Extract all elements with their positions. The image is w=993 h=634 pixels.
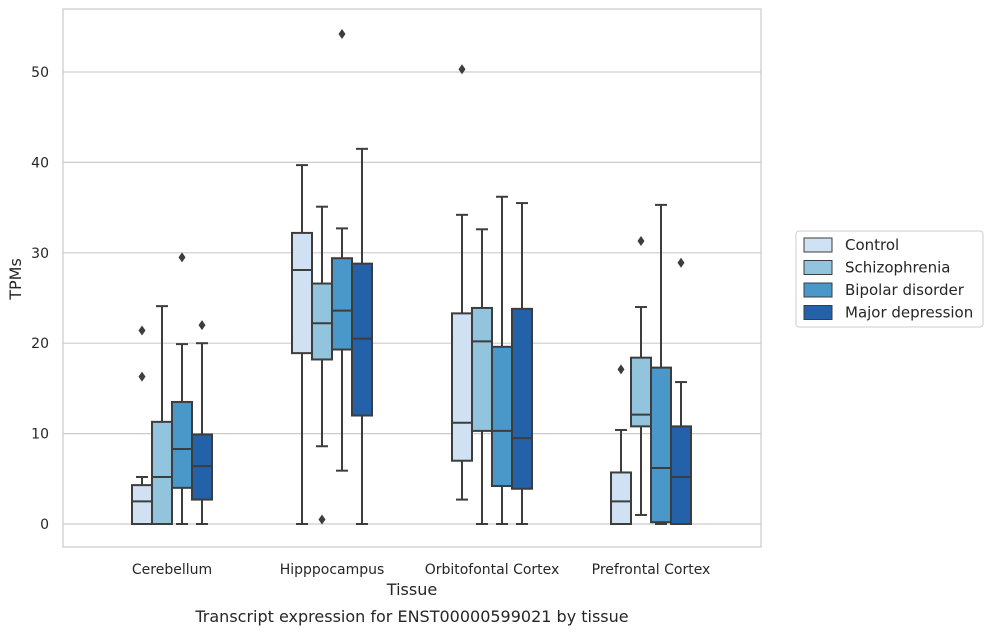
iqr-box — [670, 425, 692, 526]
box-1-0 — [151, 305, 173, 525]
box-1-2 — [471, 228, 493, 525]
legend-label: Major depression — [845, 304, 973, 322]
chart-caption: Transcript expression for ENST0000059902… — [194, 607, 628, 626]
box-0-3 — [610, 364, 632, 525]
y-tick-label: 30 — [31, 246, 49, 262]
legend-label: Bipolar disorder — [845, 281, 965, 299]
x-tick-label: Orbitofontal Cortex — [425, 562, 560, 578]
legend-items: Control Schizophrenia Bipolar disorder Majo… — [803, 236, 973, 322]
legend-frame — [795, 230, 984, 328]
outlier-point — [677, 257, 685, 268]
box-0-1 — [291, 164, 313, 525]
outlier-point — [138, 325, 146, 336]
y-tick-labels: 0 10 20 30 40 50 — [31, 65, 49, 533]
y-tick-label: 0 — [40, 517, 49, 533]
outlier-point — [338, 29, 346, 40]
iqr-box — [311, 282, 333, 361]
y-tick-label: 40 — [31, 155, 49, 171]
box-1-3 — [630, 236, 652, 516]
y-axis-label: TPMs — [6, 258, 25, 301]
iqr-box — [511, 307, 533, 490]
legend-swatch — [803, 260, 833, 275]
iqr-box — [650, 366, 672, 524]
box-3-3 — [670, 257, 692, 526]
iqr-box — [451, 312, 473, 462]
outlier-point — [458, 64, 466, 75]
box-2-0 — [171, 252, 193, 525]
y-tick-label: 20 — [31, 336, 49, 352]
x-tick-label: Cerebellum — [132, 562, 212, 578]
legend-label: Control — [845, 236, 899, 254]
outlier-point — [617, 364, 625, 375]
y-tick-label: 50 — [31, 65, 49, 81]
box-1-1 — [311, 205, 333, 525]
box-0-0 — [131, 325, 153, 525]
iqr-box — [491, 345, 513, 488]
iqr-box — [151, 420, 173, 525]
box-2-2 — [491, 195, 513, 525]
x-tick-label: Hipppocampus — [280, 562, 385, 578]
legend-label: Schizophrenia — [845, 259, 950, 277]
x-tick-label: Prefrontal Cortex — [592, 562, 711, 578]
plot-area-frame — [62, 8, 762, 548]
outlier-point — [637, 236, 645, 247]
iqr-box — [291, 231, 313, 355]
legend: Control Schizophrenia Bipolar disorder Majo… — [795, 230, 984, 328]
outlier-point — [178, 252, 186, 263]
x-tick-labels: Cerebellum Hipppocampus Orbitofontal Corte… — [132, 562, 710, 578]
box-2-1 — [331, 29, 353, 472]
iqr-box — [610, 471, 632, 525]
y-tick-label: 10 — [31, 427, 49, 443]
iqr-box — [471, 306, 493, 432]
box-0-2 — [451, 64, 473, 501]
box-3-1 — [351, 147, 373, 525]
box-3-0 — [191, 320, 213, 525]
iqr-box — [331, 257, 353, 351]
x-axis-label: Tissue — [386, 580, 437, 599]
iqr-box — [630, 356, 652, 428]
box-marks — [131, 29, 692, 526]
box-3-2 — [511, 202, 533, 525]
iqr-box — [171, 400, 193, 489]
outlier-point — [198, 320, 206, 331]
legend-swatch — [803, 305, 833, 320]
legend-swatch — [803, 282, 833, 298]
outlier-point — [138, 371, 146, 382]
outlier-point — [318, 514, 326, 525]
iqr-box — [131, 484, 153, 525]
legend-swatch — [803, 237, 833, 253]
